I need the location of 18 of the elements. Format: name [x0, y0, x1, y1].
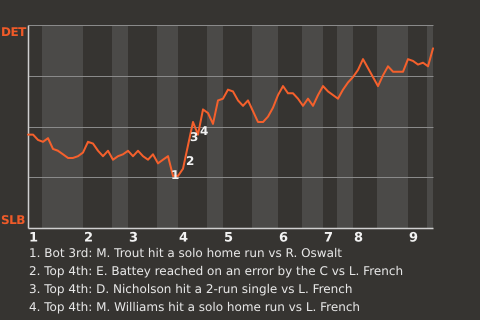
text: 3. Top 4th: D. Nicholson hit a 2-run single vs L. French [29, 281, 354, 298]
x-tick-label: 3 [128, 230, 138, 246]
x-tick-label: 2 [84, 230, 94, 246]
x-tick-label: 6 [278, 230, 288, 246]
x-tick-label: 8 [354, 230, 364, 246]
annotation: 4 [200, 124, 208, 138]
x-tick-label: 9 [408, 230, 418, 246]
text: SLB [1, 213, 25, 227]
text: 1. Bot 3rd: M. Trout hit a solo home run vs R. Oswalt [29, 245, 343, 262]
x-tick-label: 5 [224, 230, 234, 246]
annotation: 2 [186, 154, 194, 168]
x-tick-label: 7 [324, 230, 334, 246]
text: DET [1, 25, 26, 39]
annotation: 3 [190, 130, 198, 144]
text: 2. Top 4th: E. Battey reached on an error by the C vs L. French [29, 263, 404, 280]
x-tick-label: 4 [178, 230, 188, 246]
x-tick-label: 1 [28, 230, 38, 246]
text: 4. Top 4th: M. Williams hit a solo home run vs L. French [29, 299, 362, 316]
